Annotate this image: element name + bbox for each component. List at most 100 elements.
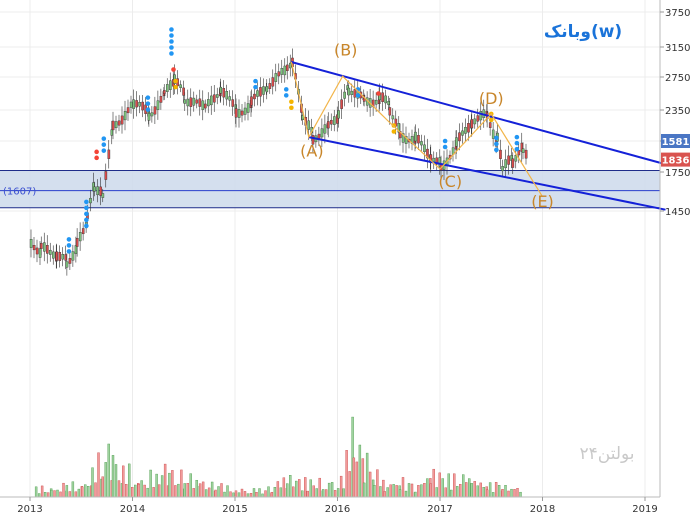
volume-bar — [476, 485, 479, 498]
signal-dot — [94, 149, 99, 155]
y-tick-label: 3150 — [665, 43, 690, 54]
volume-bar — [497, 485, 501, 498]
support-zone: (1607) — [0, 169, 660, 209]
candle-body — [280, 68, 284, 75]
x-tick-label: 2015 — [222, 504, 247, 515]
volume-bar — [333, 490, 337, 498]
price-tag-background — [661, 134, 690, 148]
volume-bars — [34, 416, 522, 498]
signal-dot — [514, 140, 520, 146]
signal-dot — [494, 147, 499, 153]
volume-bar — [345, 450, 348, 498]
volume-bar — [444, 487, 447, 498]
volume-bar — [174, 485, 177, 498]
candle-body — [52, 251, 55, 259]
price-tag-label: 1836 — [662, 156, 690, 167]
volume-bar — [101, 476, 104, 498]
candle-body — [195, 99, 199, 104]
candle-body — [101, 193, 105, 198]
wave-label: (D) — [479, 89, 504, 108]
candle-body — [216, 94, 219, 98]
volume-bar — [34, 486, 38, 498]
candle-body — [138, 101, 141, 107]
volume-bar — [255, 492, 258, 498]
volume-bar — [423, 483, 426, 498]
candle-body — [507, 155, 510, 165]
candle-body — [476, 115, 480, 122]
volume-bar — [168, 472, 171, 498]
volume-bar — [348, 471, 351, 498]
volume-bar — [417, 485, 420, 498]
candle-body — [274, 73, 278, 82]
volume-bar — [420, 484, 423, 498]
candle-body — [169, 80, 172, 90]
candle-body — [179, 84, 182, 88]
candle-body — [89, 197, 92, 204]
candle-body — [323, 124, 327, 134]
volume-bar — [352, 457, 356, 498]
support-zone-band — [0, 170, 660, 208]
volume-bar — [232, 492, 235, 498]
x-tick-label: 2013 — [17, 504, 42, 515]
candle-body — [268, 83, 272, 89]
candle-body — [286, 64, 289, 71]
candle-body — [283, 65, 287, 76]
candle-body — [491, 129, 495, 139]
plot-background — [0, 0, 660, 497]
volume-bar — [104, 462, 107, 498]
candle-body — [504, 159, 507, 169]
volume-bar — [438, 472, 441, 498]
candle-body — [189, 97, 193, 107]
candle-body — [330, 119, 333, 125]
candle-body — [374, 99, 378, 105]
signal-dot — [494, 135, 499, 141]
volume-bar — [180, 469, 183, 498]
candle-body — [350, 90, 354, 95]
volume-bar — [368, 471, 372, 498]
volume-bar — [143, 484, 146, 498]
x-tick-label: 2019 — [632, 504, 657, 515]
volume-bar — [441, 478, 444, 498]
candle-body — [362, 98, 366, 102]
candle-body — [467, 123, 470, 133]
x-tick-label: 2014 — [120, 504, 145, 515]
volume-bar — [264, 490, 267, 498]
candle-body — [147, 113, 151, 121]
candle-body — [40, 242, 43, 249]
watermark: بولتن۲۴ — [579, 444, 634, 464]
candle-body — [129, 101, 133, 108]
volume-bar — [91, 467, 94, 498]
volume-bar — [404, 490, 408, 498]
candle-body — [96, 186, 99, 196]
signal-dot — [355, 93, 361, 98]
candle-body — [256, 90, 259, 97]
wave-label: (E) — [531, 192, 554, 211]
candle-body — [159, 95, 163, 103]
volume-bar — [62, 482, 65, 498]
volume-bar — [140, 480, 143, 498]
volume-bar — [204, 489, 208, 498]
volume-bar — [389, 484, 392, 498]
support-level-label: (1607) — [3, 187, 36, 198]
volume-bar — [137, 484, 140, 498]
y-tick-label: 3750 — [665, 8, 690, 19]
volume-bar — [68, 491, 72, 498]
signal-dot — [391, 129, 397, 134]
candle-body — [186, 98, 190, 107]
candle-body — [126, 107, 130, 114]
candle-body — [219, 86, 223, 94]
candle-body — [265, 86, 269, 93]
volume-bar — [479, 482, 482, 498]
wave-path — [290, 61, 544, 198]
volume-bar — [398, 489, 402, 498]
candle-body — [511, 158, 515, 168]
volume-bar — [318, 477, 321, 498]
volume-bar — [195, 479, 198, 498]
volume-bar — [301, 490, 304, 498]
candle-body — [231, 99, 235, 107]
candle-body — [110, 129, 114, 136]
candle-body — [192, 97, 196, 106]
signal-dot — [84, 223, 89, 229]
candle-body — [228, 96, 232, 101]
